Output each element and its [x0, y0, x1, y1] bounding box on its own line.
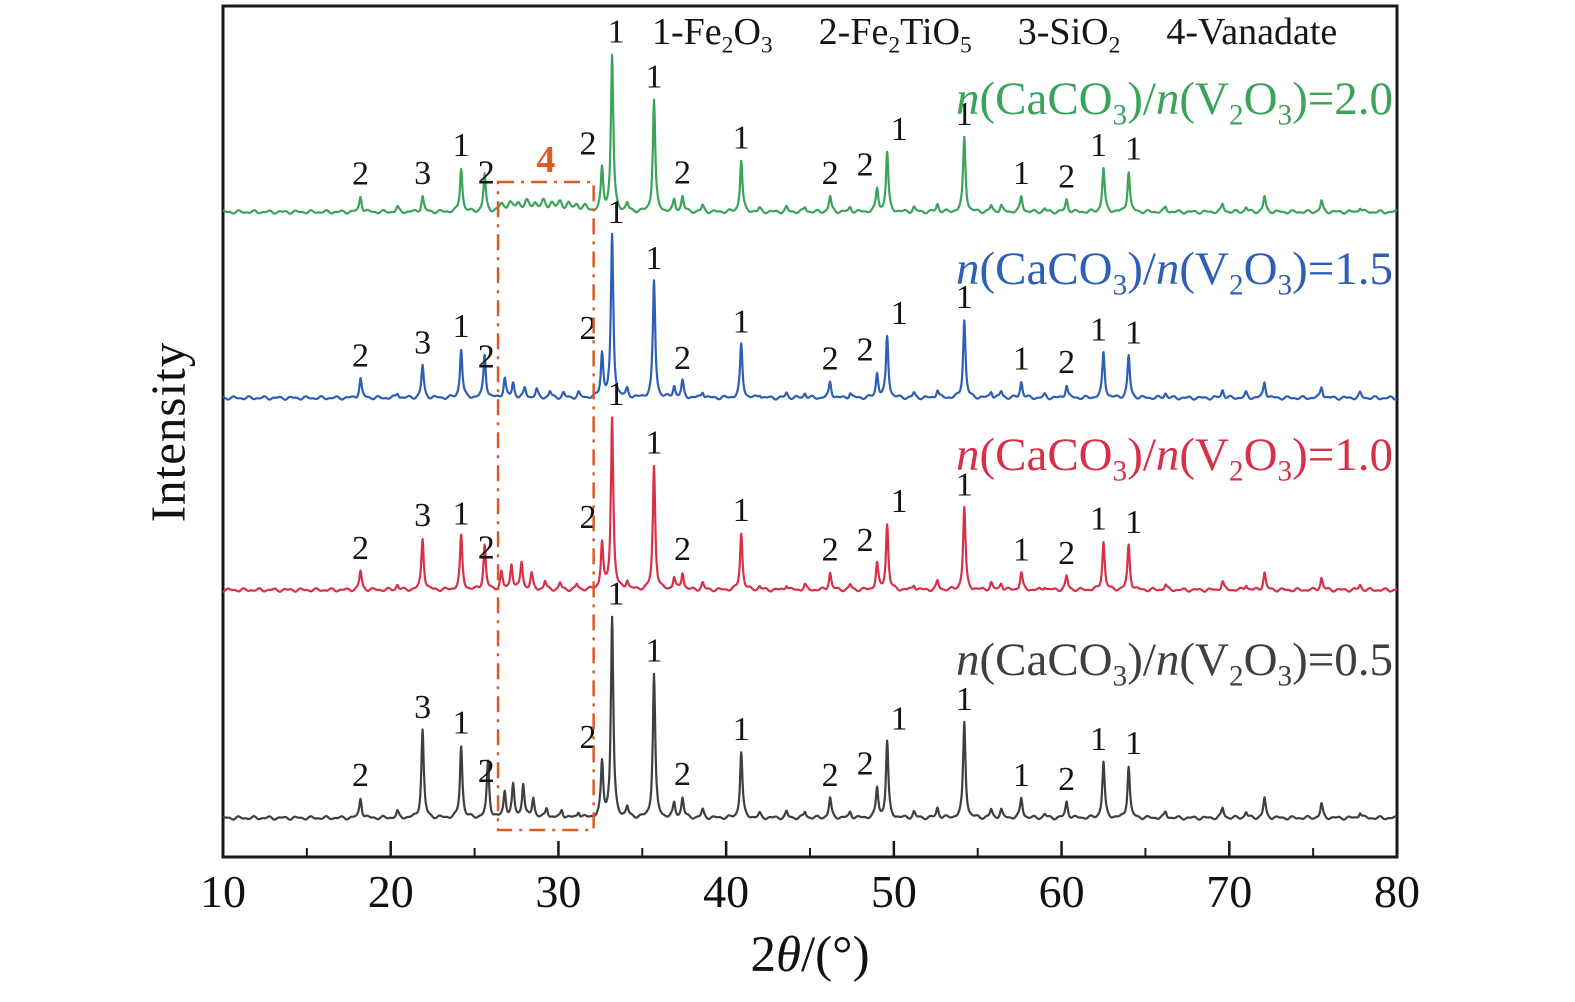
xrd-trace-1.0 — [223, 416, 1397, 593]
peak-label: 2 — [674, 531, 691, 568]
peak-label: 1 — [453, 308, 470, 345]
peak-label: 2 — [352, 155, 369, 192]
peak-label: 1 — [1125, 315, 1142, 352]
peak-label: 1 — [1090, 501, 1107, 538]
peak-label: 1 — [646, 240, 663, 277]
peak-label: 1 — [646, 633, 663, 670]
peak-label: 1 — [608, 14, 625, 51]
peak-label: 2 — [674, 756, 691, 793]
peak-label: 1 — [1013, 532, 1030, 569]
x-tick-label: 70 — [1206, 866, 1252, 917]
peak-label: 1 — [733, 119, 750, 156]
peak-label: 2 — [352, 757, 369, 794]
peak-label: 2 — [857, 331, 874, 368]
series-label-2.0: n(CaCO3)/n(V2O3)=2.0 — [955, 73, 1393, 132]
peak-label: 2 — [674, 155, 691, 192]
peak-label: 1 — [1013, 341, 1030, 378]
peak-label: 1 — [646, 58, 663, 95]
peak-label: 2 — [352, 530, 369, 567]
series-label-1.5: n(CaCO3)/n(V2O3)=1.5 — [955, 243, 1393, 302]
peak-label: 2 — [857, 745, 874, 782]
peak-label: 1 — [891, 483, 908, 520]
peak-label: 2 — [580, 719, 597, 756]
peak-label: 2 — [478, 530, 495, 567]
peak-label: 2 — [1058, 344, 1075, 381]
peak-label: 1 — [1125, 130, 1142, 167]
xrd-trace-0.5 — [223, 615, 1397, 821]
peak-label: 1 — [1013, 155, 1030, 192]
y-axis-label: Intensity — [140, 341, 196, 523]
phase-legend: 1-Fe2O3 2-Fe2TiO5 3-SiO2 4-Vanadate — [652, 10, 1338, 59]
peak-label: 1 — [608, 376, 625, 413]
peak-label: 1 — [891, 111, 908, 148]
peak-label: 3 — [414, 155, 431, 192]
peak-label: 1 — [891, 295, 908, 332]
peak-label: 1 — [608, 194, 625, 231]
x-tick-label: 40 — [703, 866, 749, 917]
x-tick-label: 50 — [871, 866, 917, 917]
peak-label: 2 — [478, 155, 495, 192]
peak-label: 2 — [352, 338, 369, 375]
peak-label: 1 — [733, 303, 750, 340]
peak-label: 2 — [674, 340, 691, 377]
peak-label: 1 — [956, 466, 973, 503]
peak-label: 1 — [646, 425, 663, 462]
peak-label: 1 — [733, 492, 750, 529]
peak-label: 1 — [453, 705, 470, 742]
xrd-trace-2.0 — [223, 53, 1397, 215]
series-label-0.5: n(CaCO3)/n(V2O3)=0.5 — [955, 634, 1393, 693]
peak-label: 3 — [414, 324, 431, 361]
peak-label: 1 — [1125, 504, 1142, 541]
peak-label: 2 — [1058, 535, 1075, 572]
peak-label: 2 — [857, 146, 874, 183]
peak-label: 1 — [956, 279, 973, 316]
x-tick-label: 80 — [1374, 866, 1420, 917]
x-tick-label: 20 — [368, 866, 414, 917]
legend-item: 1-Fe2O3 — [652, 11, 773, 59]
peak-label: 1 — [608, 576, 625, 613]
vanadate-box-label: 4 — [536, 139, 555, 181]
legend-item: 4-Vanadate — [1166, 11, 1338, 53]
peak-label: 1 — [733, 711, 750, 748]
peak-label: 2 — [478, 753, 495, 790]
peak-label: 2 — [580, 499, 597, 536]
peak-label: 1 — [453, 495, 470, 532]
peak-label: 2 — [1058, 761, 1075, 798]
peak-label: 2 — [822, 757, 839, 794]
peak-label: 1 — [1090, 311, 1107, 348]
peak-label: 2 — [580, 310, 597, 347]
peak-label: 2 — [1058, 158, 1075, 195]
vanadate-highlight-box — [496, 180, 595, 832]
peak-label: 1 — [956, 681, 973, 718]
x-tick-label: 10 — [200, 866, 246, 917]
peak-label: 1 — [1090, 721, 1107, 758]
legend-item: 3-SiO2 — [1017, 11, 1121, 59]
peak-label: 1 — [1013, 757, 1030, 794]
peak-label: 1 — [956, 96, 973, 133]
peak-label: 2 — [580, 125, 597, 162]
peak-label: 2 — [822, 155, 839, 192]
series-label-1.0: n(CaCO3)/n(V2O3)=1.0 — [955, 429, 1393, 488]
peak-label: 2 — [857, 522, 874, 559]
x-axis-label: 2θ/(°) — [750, 927, 870, 983]
x-tick-label: 60 — [1039, 866, 1085, 917]
peak-label: 1 — [1090, 127, 1107, 164]
peak-label: 2 — [822, 532, 839, 569]
x-tick-label: 30 — [535, 866, 581, 917]
peak-label: 2 — [822, 341, 839, 378]
xrd-trace-1.5 — [223, 232, 1397, 401]
peak-label: 1 — [891, 700, 908, 737]
peak-label: 3 — [414, 689, 431, 726]
peak-label: 1 — [1125, 725, 1142, 762]
peak-label: 1 — [453, 127, 470, 164]
legend-item: 2-Fe2TiO5 — [818, 11, 972, 59]
peak-label: 3 — [414, 497, 431, 534]
peak-label: 2 — [478, 338, 495, 375]
